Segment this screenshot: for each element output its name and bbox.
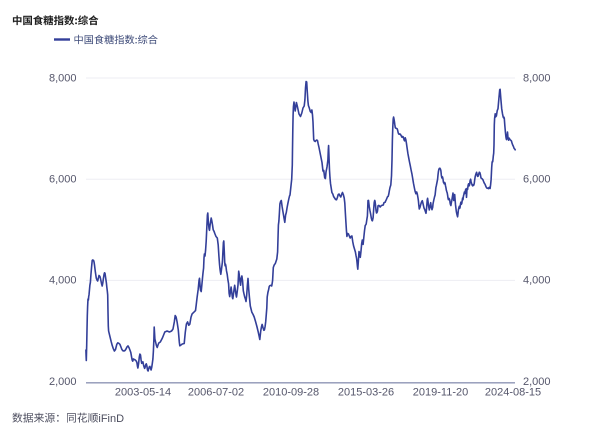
svg-text:2010-09-28: 2010-09-28	[263, 387, 319, 399]
svg-text:2015-03-26: 2015-03-26	[338, 387, 394, 399]
svg-text:2,000: 2,000	[49, 376, 77, 388]
svg-text:8,000: 8,000	[523, 72, 551, 84]
svg-text:iFinD: iFinD	[98, 413, 124, 425]
svg-text:2,000: 2,000	[523, 376, 551, 388]
svg-text:6,000: 6,000	[49, 174, 77, 186]
svg-text:4,000: 4,000	[523, 275, 551, 287]
svg-text:6,000: 6,000	[523, 174, 551, 186]
svg-text:2006-07-02: 2006-07-02	[188, 387, 244, 399]
svg-text:2003-05-14: 2003-05-14	[115, 387, 171, 399]
svg-text:4,000: 4,000	[49, 275, 77, 287]
svg-text:2024-08-15: 2024-08-15	[485, 387, 541, 399]
svg-text:8,000: 8,000	[49, 72, 77, 84]
svg-text:2019-11-20: 2019-11-20	[413, 387, 468, 399]
